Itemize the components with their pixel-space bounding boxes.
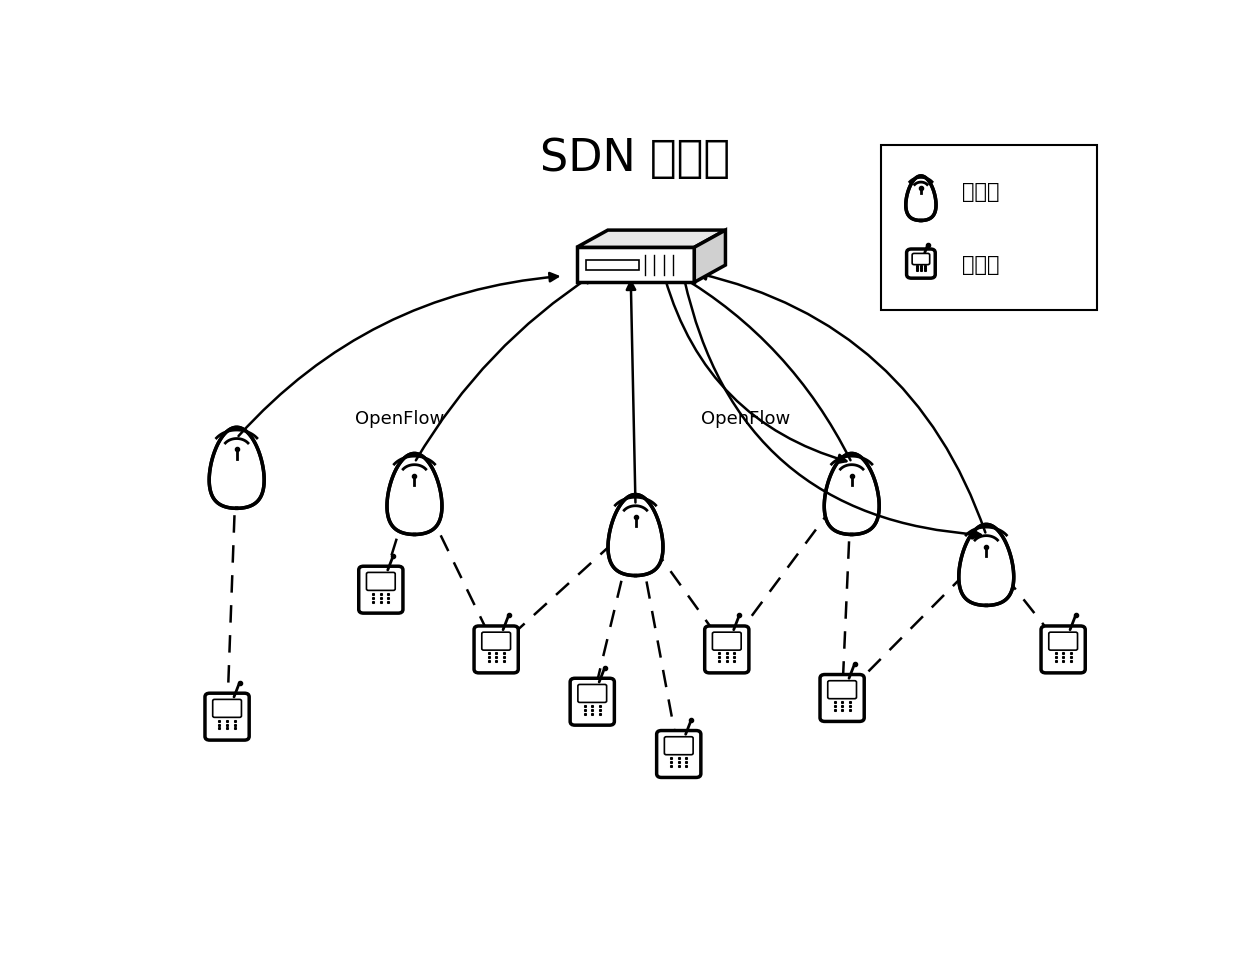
FancyBboxPatch shape [213, 700, 242, 718]
FancyBboxPatch shape [474, 626, 518, 673]
FancyBboxPatch shape [367, 573, 396, 591]
FancyArrowPatch shape [678, 276, 851, 460]
FancyArrowPatch shape [698, 272, 986, 533]
FancyBboxPatch shape [913, 254, 930, 266]
Polygon shape [905, 176, 936, 221]
FancyBboxPatch shape [205, 694, 249, 740]
FancyBboxPatch shape [1042, 626, 1085, 673]
FancyArrowPatch shape [415, 276, 593, 461]
FancyBboxPatch shape [1049, 633, 1078, 650]
FancyBboxPatch shape [578, 685, 606, 703]
FancyBboxPatch shape [657, 731, 701, 778]
FancyArrowPatch shape [684, 279, 981, 539]
FancyBboxPatch shape [906, 250, 935, 279]
FancyBboxPatch shape [358, 567, 403, 613]
FancyBboxPatch shape [570, 678, 614, 726]
FancyBboxPatch shape [828, 681, 857, 699]
FancyBboxPatch shape [482, 633, 511, 650]
Polygon shape [825, 454, 879, 535]
FancyBboxPatch shape [665, 737, 693, 755]
Text: 锄节点: 锄节点 [962, 182, 999, 203]
Text: SDN 控制器: SDN 控制器 [541, 137, 730, 179]
Polygon shape [387, 454, 441, 535]
Polygon shape [577, 231, 725, 248]
FancyBboxPatch shape [820, 674, 864, 722]
FancyBboxPatch shape [704, 626, 749, 673]
Polygon shape [694, 231, 725, 283]
FancyArrowPatch shape [238, 273, 558, 437]
FancyArrowPatch shape [627, 282, 635, 503]
Text: OpenFlow: OpenFlow [702, 410, 791, 427]
Text: OpenFlow: OpenFlow [356, 410, 445, 427]
Text: 盲节点: 盲节点 [962, 254, 999, 274]
Bar [880, 146, 1096, 310]
Polygon shape [577, 248, 694, 283]
Polygon shape [608, 495, 663, 576]
FancyBboxPatch shape [713, 633, 742, 650]
Polygon shape [210, 428, 264, 509]
Bar [587, 261, 639, 270]
Polygon shape [959, 525, 1014, 606]
FancyArrowPatch shape [665, 279, 847, 463]
